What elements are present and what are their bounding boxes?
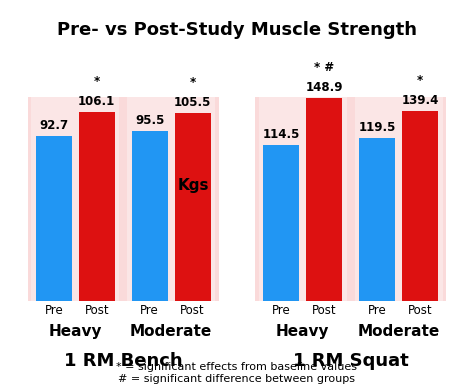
Bar bbox=[79, 112, 115, 301]
Bar bbox=[255, 97, 446, 301]
Text: Pre- vs Post-Study Muscle Strength: Pre- vs Post-Study Muscle Strength bbox=[57, 21, 417, 39]
Bar bbox=[264, 145, 300, 301]
Text: 1 RM Bench: 1 RM Bench bbox=[64, 352, 182, 370]
Bar bbox=[259, 97, 347, 301]
Text: 95.5: 95.5 bbox=[135, 114, 164, 127]
Text: * #: * # bbox=[314, 61, 334, 74]
Bar bbox=[36, 136, 72, 301]
Text: 1 RM Squat: 1 RM Squat bbox=[293, 352, 409, 370]
Bar bbox=[402, 111, 438, 301]
Text: Moderate: Moderate bbox=[357, 324, 440, 339]
Text: * = significant effects from baseline values
# = significant difference between : * = significant effects from baseline va… bbox=[117, 362, 357, 384]
Text: *: * bbox=[94, 75, 100, 88]
Bar bbox=[359, 138, 395, 301]
Text: 114.5: 114.5 bbox=[263, 128, 300, 141]
Bar bbox=[174, 113, 210, 301]
Text: Kgs: Kgs bbox=[177, 178, 209, 193]
Text: *: * bbox=[190, 76, 196, 89]
Text: Heavy: Heavy bbox=[48, 324, 102, 339]
Text: Heavy: Heavy bbox=[276, 324, 329, 339]
Bar bbox=[31, 97, 119, 301]
Bar bbox=[132, 131, 168, 301]
Text: 105.5: 105.5 bbox=[174, 96, 211, 109]
Text: *: * bbox=[417, 74, 423, 87]
Bar bbox=[306, 98, 342, 301]
Text: 106.1: 106.1 bbox=[78, 95, 115, 108]
Bar bbox=[355, 97, 443, 301]
Text: 119.5: 119.5 bbox=[358, 121, 396, 134]
Text: Moderate: Moderate bbox=[130, 324, 212, 339]
Text: 92.7: 92.7 bbox=[39, 119, 68, 132]
Text: 139.4: 139.4 bbox=[401, 94, 439, 107]
Bar bbox=[127, 97, 215, 301]
Bar bbox=[28, 97, 219, 301]
Text: 148.9: 148.9 bbox=[306, 81, 343, 94]
